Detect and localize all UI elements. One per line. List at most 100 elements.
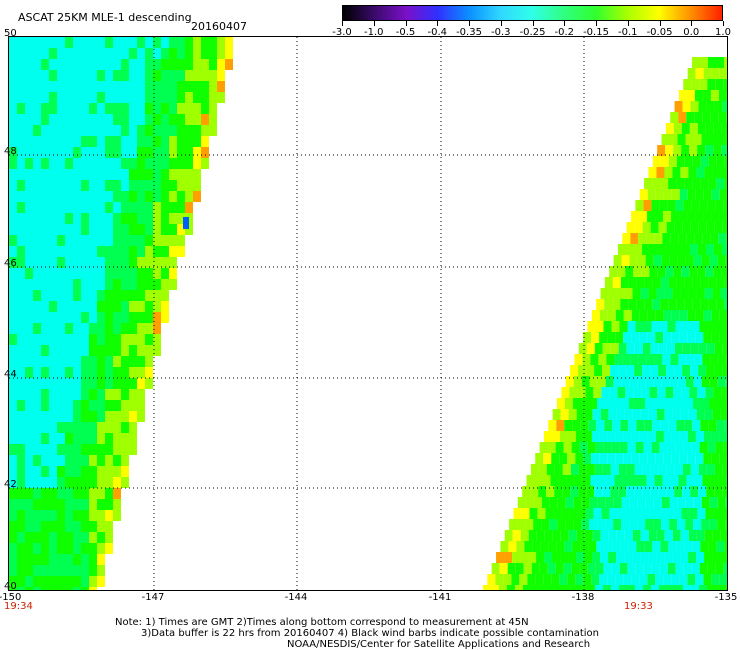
swath-cell xyxy=(97,180,105,191)
note-line-1: Note: 1) Times are GMT 2)Times along bot… xyxy=(115,617,529,628)
swath-cell xyxy=(49,125,57,136)
swath-cell xyxy=(161,202,169,213)
swath-cell xyxy=(49,543,57,554)
swath-cell xyxy=(25,367,33,378)
swath-cell xyxy=(649,508,658,519)
swath-cell xyxy=(225,59,233,70)
swath-cell xyxy=(661,255,670,266)
swath-cell xyxy=(711,453,720,464)
swath-cell xyxy=(678,233,687,244)
swath-cell xyxy=(578,365,587,376)
swath-cell xyxy=(73,180,81,191)
swath-cell xyxy=(113,367,121,378)
swath-cell xyxy=(626,585,635,590)
swath-cell xyxy=(722,365,727,376)
swath-cell xyxy=(73,37,81,48)
swath-cell xyxy=(65,532,73,543)
swath-cell xyxy=(25,565,33,576)
swath-cell xyxy=(677,134,686,145)
swath-cell xyxy=(680,552,689,563)
swath-cell xyxy=(73,488,81,499)
swath-cell xyxy=(161,70,169,81)
swath-cell xyxy=(555,563,564,574)
swath-cell xyxy=(702,475,711,486)
swath-cell xyxy=(682,486,691,497)
swath-cell xyxy=(145,136,153,147)
swath-cell xyxy=(57,213,65,224)
swath-cell xyxy=(113,389,121,400)
swath-cell xyxy=(121,268,129,279)
swath-cell xyxy=(610,343,619,354)
swath-cell xyxy=(695,211,704,222)
swath-cell xyxy=(153,279,161,290)
swath-cell xyxy=(676,156,685,167)
swath-cell xyxy=(17,488,25,499)
swath-cell xyxy=(687,310,696,321)
swath-cell xyxy=(694,90,703,101)
swath-cell xyxy=(603,563,612,574)
swath-cell xyxy=(621,519,630,530)
swath-cell xyxy=(81,444,89,455)
swath-cell xyxy=(65,378,73,389)
swath-cell xyxy=(81,455,89,466)
swath-cell xyxy=(57,48,65,59)
swath-cell xyxy=(637,255,646,266)
swath-cell xyxy=(113,114,121,125)
colorbar-tick-label: -0.25 xyxy=(519,27,546,38)
swath-cell xyxy=(678,354,687,365)
swath-cell xyxy=(694,475,703,486)
swath-cell xyxy=(97,334,105,345)
swath-cell xyxy=(544,530,553,541)
swath-cell xyxy=(697,244,706,255)
swath-cell xyxy=(145,92,153,103)
swath-cell xyxy=(129,400,137,411)
swath-cell xyxy=(137,114,145,125)
swath-cell xyxy=(57,268,65,279)
swath-cell xyxy=(97,455,105,466)
swath-cell xyxy=(17,356,25,367)
swath-cell xyxy=(654,475,663,486)
swath-cell xyxy=(217,48,225,59)
swath-cell xyxy=(41,400,49,411)
swath-cell xyxy=(639,310,648,321)
swath-cell xyxy=(696,552,705,563)
swath-cell xyxy=(574,475,583,486)
swath-cell xyxy=(81,576,89,587)
swath-cell xyxy=(57,433,65,444)
swath-cell xyxy=(648,409,657,420)
swath-cell xyxy=(161,81,169,92)
swath-cell xyxy=(81,290,89,301)
swath-cell xyxy=(97,345,105,356)
swath-cell xyxy=(520,530,529,541)
swath-cell xyxy=(531,563,540,574)
swath-cell xyxy=(105,37,113,48)
swath-cell xyxy=(153,169,161,180)
swath-cell xyxy=(193,180,201,191)
swath-cell xyxy=(613,376,622,387)
swath-cell xyxy=(583,431,592,442)
lat-label-50: 50 xyxy=(4,28,17,39)
swath-cell xyxy=(687,431,696,442)
swath-cell xyxy=(65,213,73,224)
swath-cell xyxy=(650,343,659,354)
swath-cell xyxy=(81,235,89,246)
swath-cell xyxy=(113,81,121,92)
swath-cell xyxy=(153,312,161,323)
swath-cell xyxy=(687,189,696,200)
swath-cell xyxy=(97,477,105,488)
swath-cell xyxy=(642,343,651,354)
swath-cell xyxy=(677,519,686,530)
swath-cell xyxy=(528,530,537,541)
swath-cell xyxy=(679,431,688,442)
swath-cell xyxy=(129,70,137,81)
swath-cell xyxy=(650,222,659,233)
swath-cell xyxy=(121,444,129,455)
swath-cell xyxy=(611,442,620,453)
swath-cell xyxy=(698,101,707,112)
swath-cell xyxy=(594,343,603,354)
swath-cell xyxy=(33,565,41,576)
swath-cell xyxy=(700,57,708,68)
swath-cell xyxy=(715,200,724,211)
swath-cell xyxy=(177,180,185,191)
swath-cell xyxy=(25,422,33,433)
